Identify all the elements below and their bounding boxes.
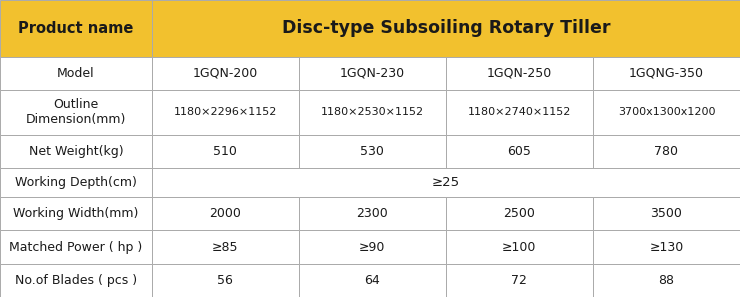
Text: 1GQNG-350: 1GQNG-350 [629,67,704,80]
Bar [445,264,593,297]
Text: No.of Blades ( pcs ): No.of Blades ( pcs ) [15,274,137,287]
Bar [445,90,593,135]
Text: Outline
Dimension(mm): Outline Dimension(mm) [26,98,126,126]
Bar [593,90,740,135]
Text: 1GQN-200: 1GQN-200 [192,67,258,80]
Bar [593,56,740,90]
Text: 2500: 2500 [503,207,535,220]
Bar [0,0,152,56]
Bar [299,135,445,168]
Text: 1180×2740×1152: 1180×2740×1152 [468,107,571,117]
Bar [0,264,152,297]
Bar [0,168,152,197]
Text: 3700x1300x1200: 3700x1300x1200 [618,107,715,117]
Bar [152,90,299,135]
Bar [152,264,299,297]
Bar [0,135,152,168]
Text: Matched Power ( hp ): Matched Power ( hp ) [9,241,143,254]
Bar [152,168,740,197]
Text: Working Width(mm): Working Width(mm) [13,207,138,220]
Bar [299,197,445,230]
Text: ≥85: ≥85 [212,241,238,254]
Bar [152,230,299,264]
Bar [593,197,740,230]
Text: ≥100: ≥100 [502,241,536,254]
Text: Net Weight(kg): Net Weight(kg) [29,145,123,158]
Bar [299,230,445,264]
Bar [299,90,445,135]
Text: ≥25: ≥25 [431,176,460,189]
Text: 780: 780 [654,145,679,158]
Bar [0,230,152,264]
Bar [445,135,593,168]
Text: 64: 64 [364,274,380,287]
Text: Product name: Product name [18,21,133,36]
Bar [299,264,445,297]
Text: 56: 56 [218,274,233,287]
Text: Working Depth(cm): Working Depth(cm) [15,176,137,189]
Text: 1180×2530×1152: 1180×2530×1152 [320,107,424,117]
Bar [0,90,152,135]
Text: 88: 88 [659,274,674,287]
Bar [152,197,299,230]
Text: 72: 72 [511,274,528,287]
Bar [445,56,593,90]
Text: 1GQN-250: 1GQN-250 [487,67,552,80]
Bar [152,135,299,168]
Text: 510: 510 [213,145,237,158]
Text: 1180×2296×1152: 1180×2296×1152 [173,107,277,117]
Bar [593,230,740,264]
Bar [593,135,740,168]
Bar [0,56,152,90]
Bar [152,0,740,56]
Text: 530: 530 [360,145,384,158]
Text: ≥90: ≥90 [359,241,386,254]
Bar [593,264,740,297]
Text: 605: 605 [508,145,531,158]
Text: 3500: 3500 [650,207,682,220]
Bar [152,56,299,90]
Text: ≥130: ≥130 [649,241,684,254]
Text: 2300: 2300 [357,207,389,220]
Text: Disc-type Subsoiling Rotary Tiller: Disc-type Subsoiling Rotary Tiller [282,19,610,37]
Bar [0,197,152,230]
Bar [445,230,593,264]
Bar [445,197,593,230]
Text: Model: Model [57,67,95,80]
Bar [299,56,445,90]
Text: 2000: 2000 [209,207,241,220]
Text: 1GQN-230: 1GQN-230 [340,67,405,80]
